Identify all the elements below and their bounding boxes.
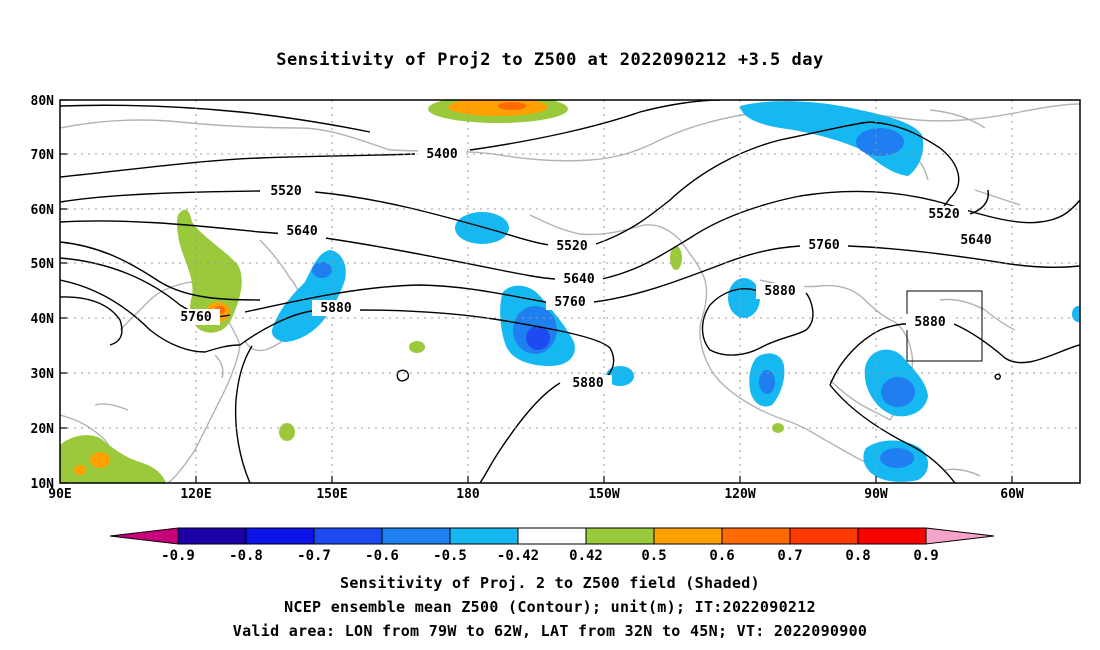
lat-label: 20N	[31, 422, 55, 437]
lon-label: 120E	[180, 487, 211, 502]
lon-label: 90E	[48, 487, 71, 502]
contour-label: 5640	[960, 233, 991, 248]
contour-label: 5760	[180, 310, 211, 325]
lat-labels: 80N 70N 60N 50N 40N 30N 20N 10N	[31, 94, 55, 492]
colorbar-right-triangle	[925, 527, 995, 545]
colorbar: -0.9 -0.8 -0.7 -0.6 -0.5 -0.42 0.42 0.5 …	[109, 527, 995, 564]
sensitivity-shading	[60, 100, 1080, 483]
contour-labels: 5400 5520 5520 5520 5640 5640 5640 5760 …	[172, 146, 1000, 391]
colorbar-segment	[245, 527, 315, 545]
contour-label: 5520	[556, 239, 587, 254]
colorbar-label: 0.8	[845, 548, 870, 564]
colorbar-segment	[585, 527, 655, 545]
lat-label: 40N	[31, 312, 55, 327]
colorbar-segment	[177, 527, 247, 545]
lon-label: 150E	[316, 487, 347, 502]
caption-line-2: NCEP ensemble mean Z500 (Contour); unit(…	[284, 598, 816, 616]
contour-label: 5640	[563, 272, 594, 287]
caption-line-1: Sensitivity of Proj. 2 to Z500 field (Sh…	[340, 574, 760, 592]
colorbar-label: -0.5	[433, 548, 467, 564]
lon-label: 60W	[1000, 487, 1024, 502]
contour-label: 5640	[286, 224, 317, 239]
colorbar-label: 0.7	[777, 548, 802, 564]
contour-label: 5880	[914, 315, 945, 330]
lat-label: 30N	[31, 367, 55, 382]
caption-line-3: Valid area: LON from 79W to 62W, LAT fro…	[232, 622, 868, 640]
contour-label: 5400	[426, 147, 457, 162]
z500-contours	[60, 100, 1080, 483]
lon-label: 90W	[864, 487, 888, 502]
contour-label: 5760	[554, 295, 585, 310]
contour-label: 5520	[270, 184, 301, 199]
lat-label: 80N	[31, 94, 55, 109]
chart-title: Sensitivity of Proj2 to Z500 at 20220902…	[276, 50, 824, 70]
lon-label: 120W	[724, 487, 755, 502]
colorbar-label: -0.8	[229, 548, 263, 564]
lat-label: 60N	[31, 203, 55, 218]
colorbar-label: -0.6	[365, 548, 399, 564]
colorbar-label: 0.9	[913, 548, 938, 564]
lon-labels: 90E 120E 150E 180 150W 120W 90W 60W	[48, 487, 1024, 502]
colorbar-label: -0.7	[297, 548, 331, 564]
colorbar-segment	[789, 527, 859, 545]
colorbar-segment	[313, 527, 383, 545]
lat-label: 70N	[31, 148, 55, 163]
lat-label: 10N	[31, 477, 55, 492]
colorbar-segment	[517, 527, 587, 545]
axis-ticks	[60, 99, 1013, 484]
contour-label: 5520	[928, 207, 959, 222]
contour-label: 5880	[764, 284, 795, 299]
lon-label: 180	[456, 487, 480, 502]
colorbar-segment	[857, 527, 927, 545]
colorbar-label: -0.42	[497, 548, 539, 564]
colorbar-left-triangle	[109, 527, 179, 545]
colorbar-segment	[381, 527, 451, 545]
lon-label: 150W	[588, 487, 619, 502]
contour-label: 5760	[808, 238, 839, 253]
colorbar-label: 0.6	[709, 548, 734, 564]
colorbar-label: 0.42	[569, 548, 603, 564]
colorbar-segment	[449, 527, 519, 545]
graticule	[60, 100, 1080, 483]
colorbar-label: -0.9	[161, 548, 195, 564]
colorbar-segment	[721, 527, 791, 545]
map-plot-area: 5400 5520 5520 5520 5640 5640 5640 5760 …	[60, 100, 1080, 483]
contour-label: 5880	[572, 376, 603, 391]
colorbar-label: 0.5	[641, 548, 666, 564]
contour-label: 5880	[320, 301, 351, 316]
map-frame	[59, 99, 1081, 484]
colorbar-segment	[653, 527, 723, 545]
lat-label: 50N	[31, 257, 55, 272]
